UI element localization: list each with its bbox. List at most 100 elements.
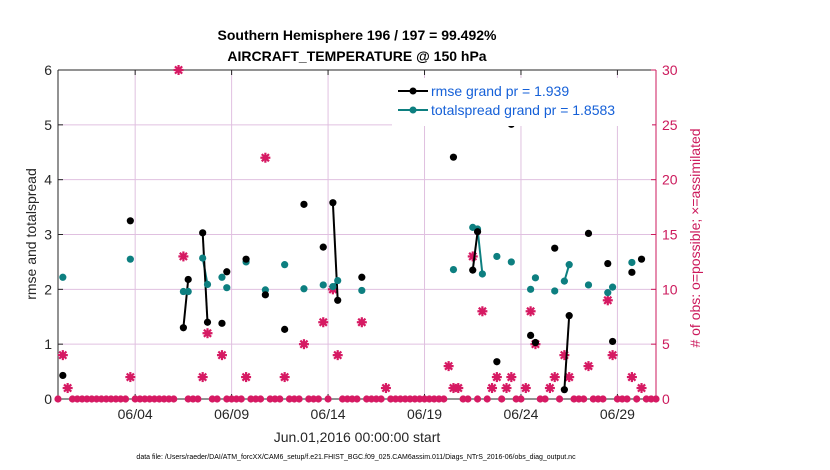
obs-assimilated-marker: [583, 361, 594, 372]
rmse-point: [199, 229, 207, 237]
totalspread-point: [584, 281, 593, 289]
x-tick-label: 06/29: [600, 406, 635, 422]
obs-zero-dot: [652, 395, 660, 403]
rmse-point: [59, 371, 67, 380]
obs-assimilated-marker-d2: [521, 383, 531, 393]
x-tick-label: 06/19: [407, 406, 442, 422]
obs-zero-dot: [473, 395, 482, 403]
obs-zero-dot: [580, 395, 588, 403]
axes-layer: 06/04 06/09 06/14 06/19 06/24 06/29 0 1 2 3 4 5 6 0 5 1…: [44, 62, 678, 422]
obs-zero-marker: [170, 395, 178, 403]
obs-assimilated-marker-d2: [603, 295, 613, 305]
obs-zero-dot: [256, 395, 265, 403]
series-layer: [54, 65, 660, 403]
obs-zero-marker: [541, 395, 549, 403]
obs-zero-dot: [623, 395, 631, 403]
totalspread-point: [604, 289, 612, 297]
rmse-point: [179, 324, 187, 332]
rmse-point: [551, 244, 559, 252]
obs-assimilated-marker-d2: [217, 350, 227, 360]
obs-assimilated-marker-d2: [526, 306, 535, 316]
obs-assimilated-marker: [602, 295, 613, 306]
obs-assimilated-marker: [453, 383, 464, 394]
obs-zero-marker: [464, 395, 472, 403]
chart-subtitle: AIRCRAFT_TEMPERATURE @ 150 hPa: [227, 48, 486, 64]
obs-zero-marker: [377, 395, 385, 403]
obs-assimilated-marker: [501, 383, 512, 394]
obs-assimilated-marker: [443, 361, 454, 372]
obs-assimilated-marker: [506, 372, 517, 383]
rmse-point: [319, 243, 327, 251]
obs-zero-dot: [464, 395, 472, 403]
obs-assimilated-marker: [559, 350, 570, 361]
obs-assimilated-marker-d2: [444, 361, 454, 371]
totalspread-point: [300, 285, 308, 293]
rmse-point: [469, 266, 477, 274]
obs-zero-dot: [377, 395, 385, 403]
obs-zero-marker: [498, 395, 506, 403]
obs-assimilated-marker-d2: [333, 350, 343, 360]
obs-zero-dot: [276, 395, 284, 403]
obs-zero-dot: [555, 395, 564, 403]
rmse-point: [261, 291, 269, 299]
legend: rmse grand pr = 1.939 totalspread grand …: [392, 78, 652, 126]
obs-zero-marker: [237, 395, 245, 403]
obs-assimilated-marker-d2: [381, 383, 391, 393]
legend-totalspread-marker: [409, 106, 417, 114]
rmse-point: [608, 337, 617, 346]
obs-assimilated-marker-d2: [63, 383, 73, 393]
obs-assimilated-marker-d2: [299, 339, 309, 349]
y-tick-label: 5: [44, 117, 52, 133]
rmse-point: [218, 319, 226, 327]
y-tick-label: 1: [44, 336, 52, 352]
rmse-point: [493, 358, 501, 366]
totalspread-point: [281, 261, 289, 269]
rmse-point: [565, 312, 573, 320]
obs-zero-marker: [353, 395, 361, 403]
legend-rmse-marker: [409, 87, 417, 95]
rmse-point: [329, 199, 337, 207]
y-right-tick-label: 15: [662, 227, 678, 243]
obs-assimilated-marker: [178, 251, 189, 262]
legend-rmse-label: rmse grand pr = 1.939: [431, 83, 569, 99]
obs-assimilated-marker: [197, 372, 208, 383]
obs-zero-marker: [555, 395, 564, 403]
obs-zero-marker: [580, 395, 588, 403]
x-axis-label: Jun.01,2016 00:00:00 start: [274, 429, 441, 445]
y-tick-label: 3: [44, 227, 52, 243]
obs-assimilated-marker: [525, 306, 536, 317]
rmse-point: [527, 331, 535, 339]
obs-assimilated-marker-d2: [637, 383, 646, 393]
obs-zero-marker: [517, 395, 525, 403]
obs-assimilated-marker-d2: [487, 383, 497, 393]
y-tick-label: 2: [44, 281, 52, 297]
totalspread-point: [478, 270, 486, 278]
totalspread-point: [551, 287, 559, 295]
obs-zero-dot: [498, 395, 506, 403]
y-right-tick-label: 0: [662, 391, 670, 407]
rmse-point: [449, 153, 458, 161]
obs-zero-dot: [353, 395, 361, 403]
y-tick-label: 6: [44, 62, 52, 78]
obs-assimilated-marker-d2: [357, 317, 367, 327]
legend-totalspread-label: totalspread grand pr = 1.8583: [431, 102, 615, 118]
obs-zero-dot: [295, 395, 303, 403]
obs-zero-marker: [54, 395, 62, 403]
obs-zero-marker: [324, 395, 332, 403]
obs-assimilated-marker: [125, 372, 136, 383]
x-tick-label: 06/14: [311, 406, 346, 422]
rmse-line: [201, 232, 209, 323]
rmse-point: [584, 229, 593, 238]
obs-assimilated-marker: [279, 372, 290, 383]
rmse-point: [531, 338, 540, 347]
obs-assimilated-marker-d2: [58, 350, 68, 360]
obs-zero-dot: [314, 395, 323, 403]
obs-assimilated-marker-d2: [545, 383, 555, 393]
obs-assimilated-marker: [332, 350, 343, 361]
y-axis-right-label: # of obs: o=possible; ×=assimilated: [687, 128, 703, 347]
obs-zero-dot: [517, 395, 525, 403]
obs-zero-dot: [440, 395, 448, 403]
totalspread-point: [628, 258, 636, 267]
obs-assimilated-marker-d2: [564, 372, 574, 382]
obs-assimilated-marker: [173, 65, 184, 75]
